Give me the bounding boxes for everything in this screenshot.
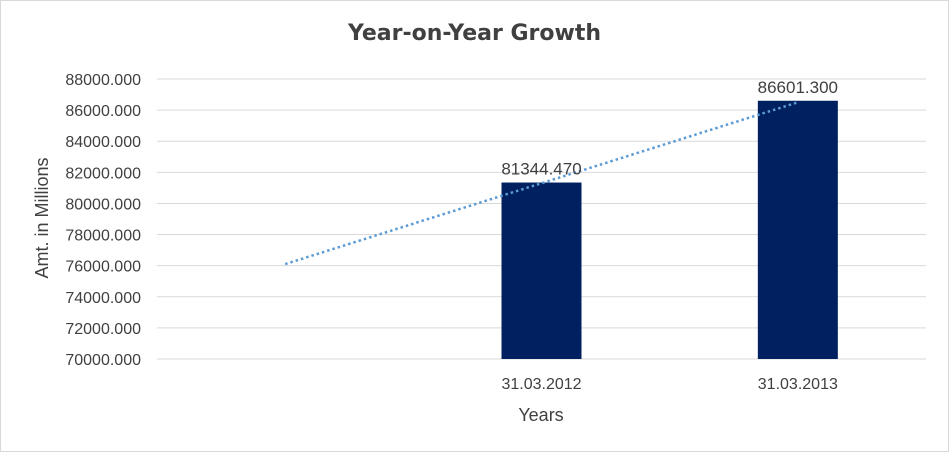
y-tick-label: 82000.000 xyxy=(65,165,141,182)
trendline xyxy=(284,101,799,266)
y-tick-label: 84000.000 xyxy=(65,134,141,151)
y-tick-label: 86000.000 xyxy=(65,103,141,120)
bar xyxy=(501,182,582,359)
x-axis-title: Years xyxy=(518,405,563,425)
y-tick-label: 72000.000 xyxy=(65,321,141,338)
y-tick-label: 78000.000 xyxy=(65,228,141,245)
y-axis-title: Amt. in Millions xyxy=(32,157,52,278)
x-tick-label: 31.03.2012 xyxy=(501,376,581,393)
y-tick-label: 80000.000 xyxy=(65,196,141,213)
y-tick-label: 88000.000 xyxy=(65,72,141,89)
bar xyxy=(757,100,838,359)
bar-data-label: 86601.300 xyxy=(758,78,838,97)
y-tick-label: 76000.000 xyxy=(65,259,141,276)
y-tick-label: 74000.000 xyxy=(65,290,141,307)
bar-data-label: 81344.470 xyxy=(501,160,581,179)
x-tick-label: 31.03.2013 xyxy=(758,376,838,393)
y-tick-label: 70000.000 xyxy=(65,352,141,369)
chart-title: Year-on-Year Growth xyxy=(347,21,602,46)
